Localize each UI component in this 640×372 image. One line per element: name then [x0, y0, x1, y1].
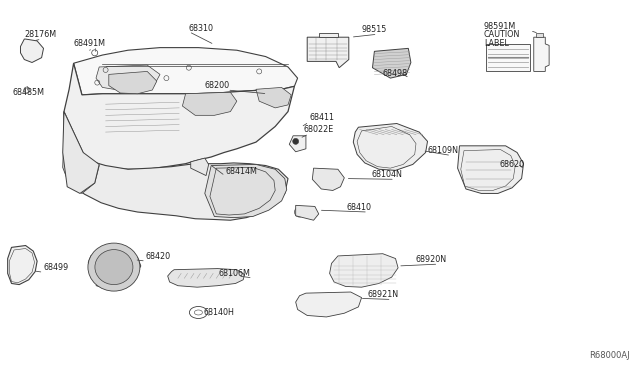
Polygon shape [319, 33, 338, 37]
Polygon shape [64, 63, 294, 169]
Text: 68414M: 68414M [225, 167, 257, 176]
FancyBboxPatch shape [486, 44, 530, 71]
Polygon shape [256, 87, 291, 108]
Text: 68499: 68499 [44, 263, 68, 272]
Text: 98515: 98515 [362, 25, 387, 34]
Polygon shape [88, 252, 141, 282]
Polygon shape [536, 33, 543, 37]
Polygon shape [296, 205, 319, 220]
Text: 68022E: 68022E [304, 125, 334, 134]
Polygon shape [330, 254, 398, 287]
Polygon shape [296, 292, 362, 317]
Text: 68921N: 68921N [368, 291, 399, 299]
Circle shape [292, 138, 299, 144]
Polygon shape [63, 112, 99, 193]
Text: 68491M: 68491M [74, 39, 106, 48]
Polygon shape [182, 92, 237, 115]
Text: 68140H: 68140H [204, 308, 234, 317]
Text: 68310: 68310 [189, 24, 214, 33]
Text: 68410: 68410 [346, 203, 371, 212]
Polygon shape [64, 112, 288, 220]
Text: 68920N: 68920N [416, 255, 447, 264]
Polygon shape [353, 124, 428, 170]
Polygon shape [74, 48, 298, 95]
Text: LABEL: LABEL [484, 39, 509, 48]
Text: 68620: 68620 [499, 160, 524, 169]
Polygon shape [372, 48, 411, 78]
Polygon shape [8, 246, 37, 285]
Text: 68104N: 68104N [371, 170, 402, 179]
Polygon shape [63, 132, 99, 193]
Polygon shape [307, 37, 349, 68]
Polygon shape [96, 65, 160, 91]
Text: CAUTION: CAUTION [484, 30, 520, 39]
Text: 68109N: 68109N [428, 147, 458, 155]
Polygon shape [20, 39, 44, 62]
Text: 68106M: 68106M [219, 269, 251, 278]
Text: 98591M: 98591M [484, 22, 516, 31]
Polygon shape [534, 37, 549, 71]
Text: 68200: 68200 [205, 81, 230, 90]
Polygon shape [96, 280, 114, 288]
Polygon shape [191, 158, 209, 176]
Polygon shape [312, 168, 344, 190]
Text: 68485M: 68485M [13, 88, 45, 97]
Polygon shape [289, 136, 306, 152]
Text: 68411: 68411 [309, 113, 334, 122]
Polygon shape [168, 269, 244, 287]
Text: 68420: 68420 [146, 252, 171, 261]
Ellipse shape [95, 250, 133, 285]
Polygon shape [458, 146, 524, 193]
Ellipse shape [88, 243, 140, 291]
Text: 68498: 68498 [383, 69, 408, 78]
Text: 28176M: 28176M [24, 30, 56, 39]
Polygon shape [109, 71, 157, 94]
Text: R68000AJ: R68000AJ [589, 351, 630, 360]
Polygon shape [205, 164, 287, 218]
